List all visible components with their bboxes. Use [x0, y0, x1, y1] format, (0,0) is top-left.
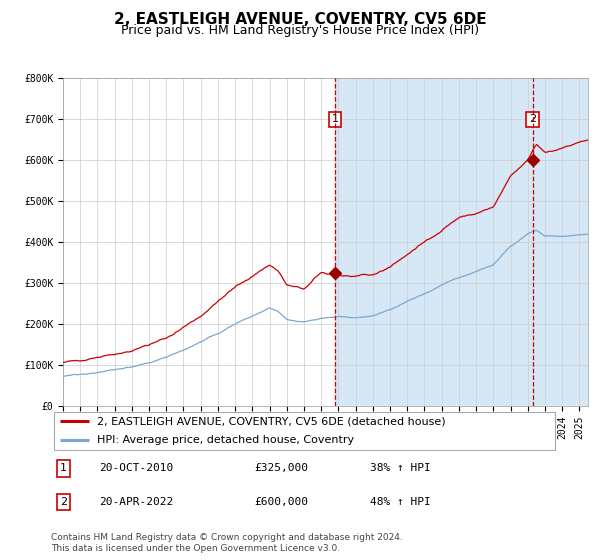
Text: 48% ↑ HPI: 48% ↑ HPI — [370, 497, 431, 507]
Text: 2: 2 — [529, 114, 536, 124]
Text: Price paid vs. HM Land Registry's House Price Index (HPI): Price paid vs. HM Land Registry's House … — [121, 24, 479, 37]
Text: 38% ↑ HPI: 38% ↑ HPI — [370, 464, 431, 473]
Text: 2, EASTLEIGH AVENUE, COVENTRY, CV5 6DE: 2, EASTLEIGH AVENUE, COVENTRY, CV5 6DE — [113, 12, 487, 27]
Text: 20-APR-2022: 20-APR-2022 — [99, 497, 173, 507]
Text: £600,000: £600,000 — [254, 497, 308, 507]
Text: HPI: Average price, detached house, Coventry: HPI: Average price, detached house, Cove… — [97, 435, 354, 445]
Bar — [335, 78, 596, 406]
Text: Contains HM Land Registry data © Crown copyright and database right 2024.
This d: Contains HM Land Registry data © Crown c… — [51, 533, 403, 553]
Text: 1: 1 — [331, 114, 338, 124]
Text: 1: 1 — [60, 464, 67, 473]
Text: 2: 2 — [60, 497, 67, 507]
FancyBboxPatch shape — [53, 412, 556, 450]
Text: 2, EASTLEIGH AVENUE, COVENTRY, CV5 6DE (detached house): 2, EASTLEIGH AVENUE, COVENTRY, CV5 6DE (… — [97, 417, 445, 426]
Text: 20-OCT-2010: 20-OCT-2010 — [99, 464, 173, 473]
Text: £325,000: £325,000 — [254, 464, 308, 473]
